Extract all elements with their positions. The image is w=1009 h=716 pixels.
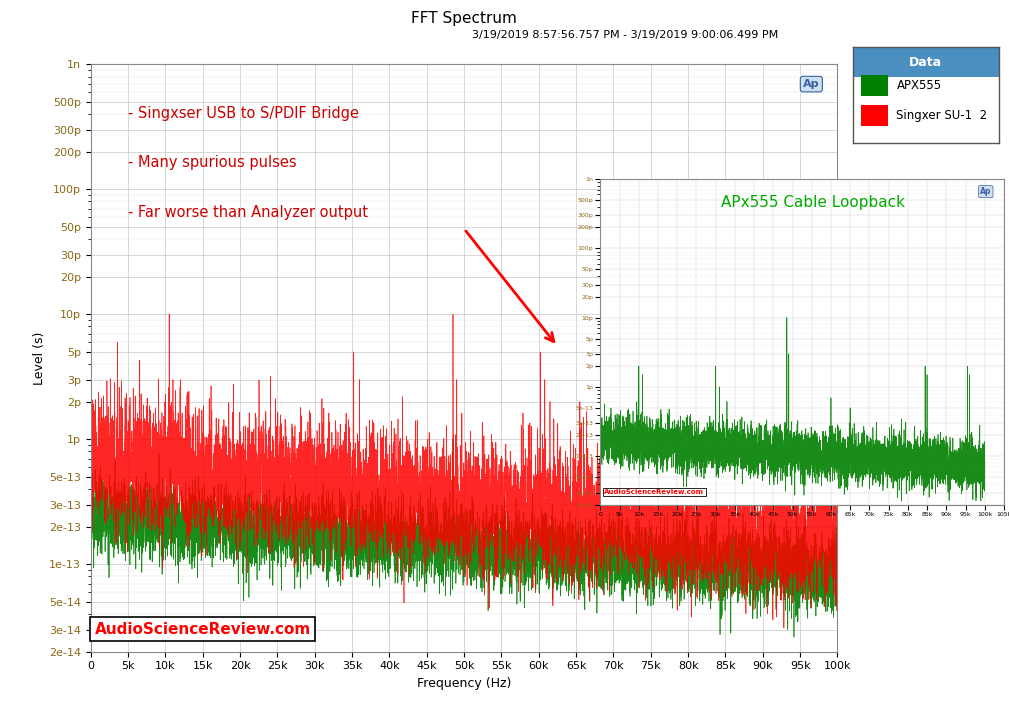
Text: Ap: Ap <box>803 79 819 89</box>
Y-axis label: Level (s): Level (s) <box>33 332 46 384</box>
Text: Data: Data <box>909 56 942 69</box>
Text: FFT Spectrum: FFT Spectrum <box>412 11 517 26</box>
Text: Singxer SU-1  2: Singxer SU-1 2 <box>896 109 988 122</box>
Text: - Many spurious pulses: - Many spurious pulses <box>128 155 297 170</box>
Bar <box>853 47 999 77</box>
Text: - Singxser USB to S/PDIF Bridge: - Singxser USB to S/PDIF Bridge <box>128 105 359 120</box>
Text: AudioScienceReview.com: AudioScienceReview.com <box>604 489 704 495</box>
Text: 3/19/2019 8:57:56.757 PM - 3/19/2019 9:00:06.499 PM: 3/19/2019 8:57:56.757 PM - 3/19/2019 9:0… <box>472 30 779 40</box>
Text: APX555: APX555 <box>896 79 941 92</box>
Text: APx555 Cable Loopback: APx555 Cable Loopback <box>721 195 905 211</box>
Text: Ap: Ap <box>980 187 992 196</box>
Text: AudioScienceReview.com: AudioScienceReview.com <box>95 622 311 637</box>
Bar <box>862 105 888 126</box>
Bar <box>862 74 888 96</box>
X-axis label: Frequency (Hz): Frequency (Hz) <box>417 677 512 690</box>
Text: - Far worse than Analyzer output: - Far worse than Analyzer output <box>128 205 368 221</box>
